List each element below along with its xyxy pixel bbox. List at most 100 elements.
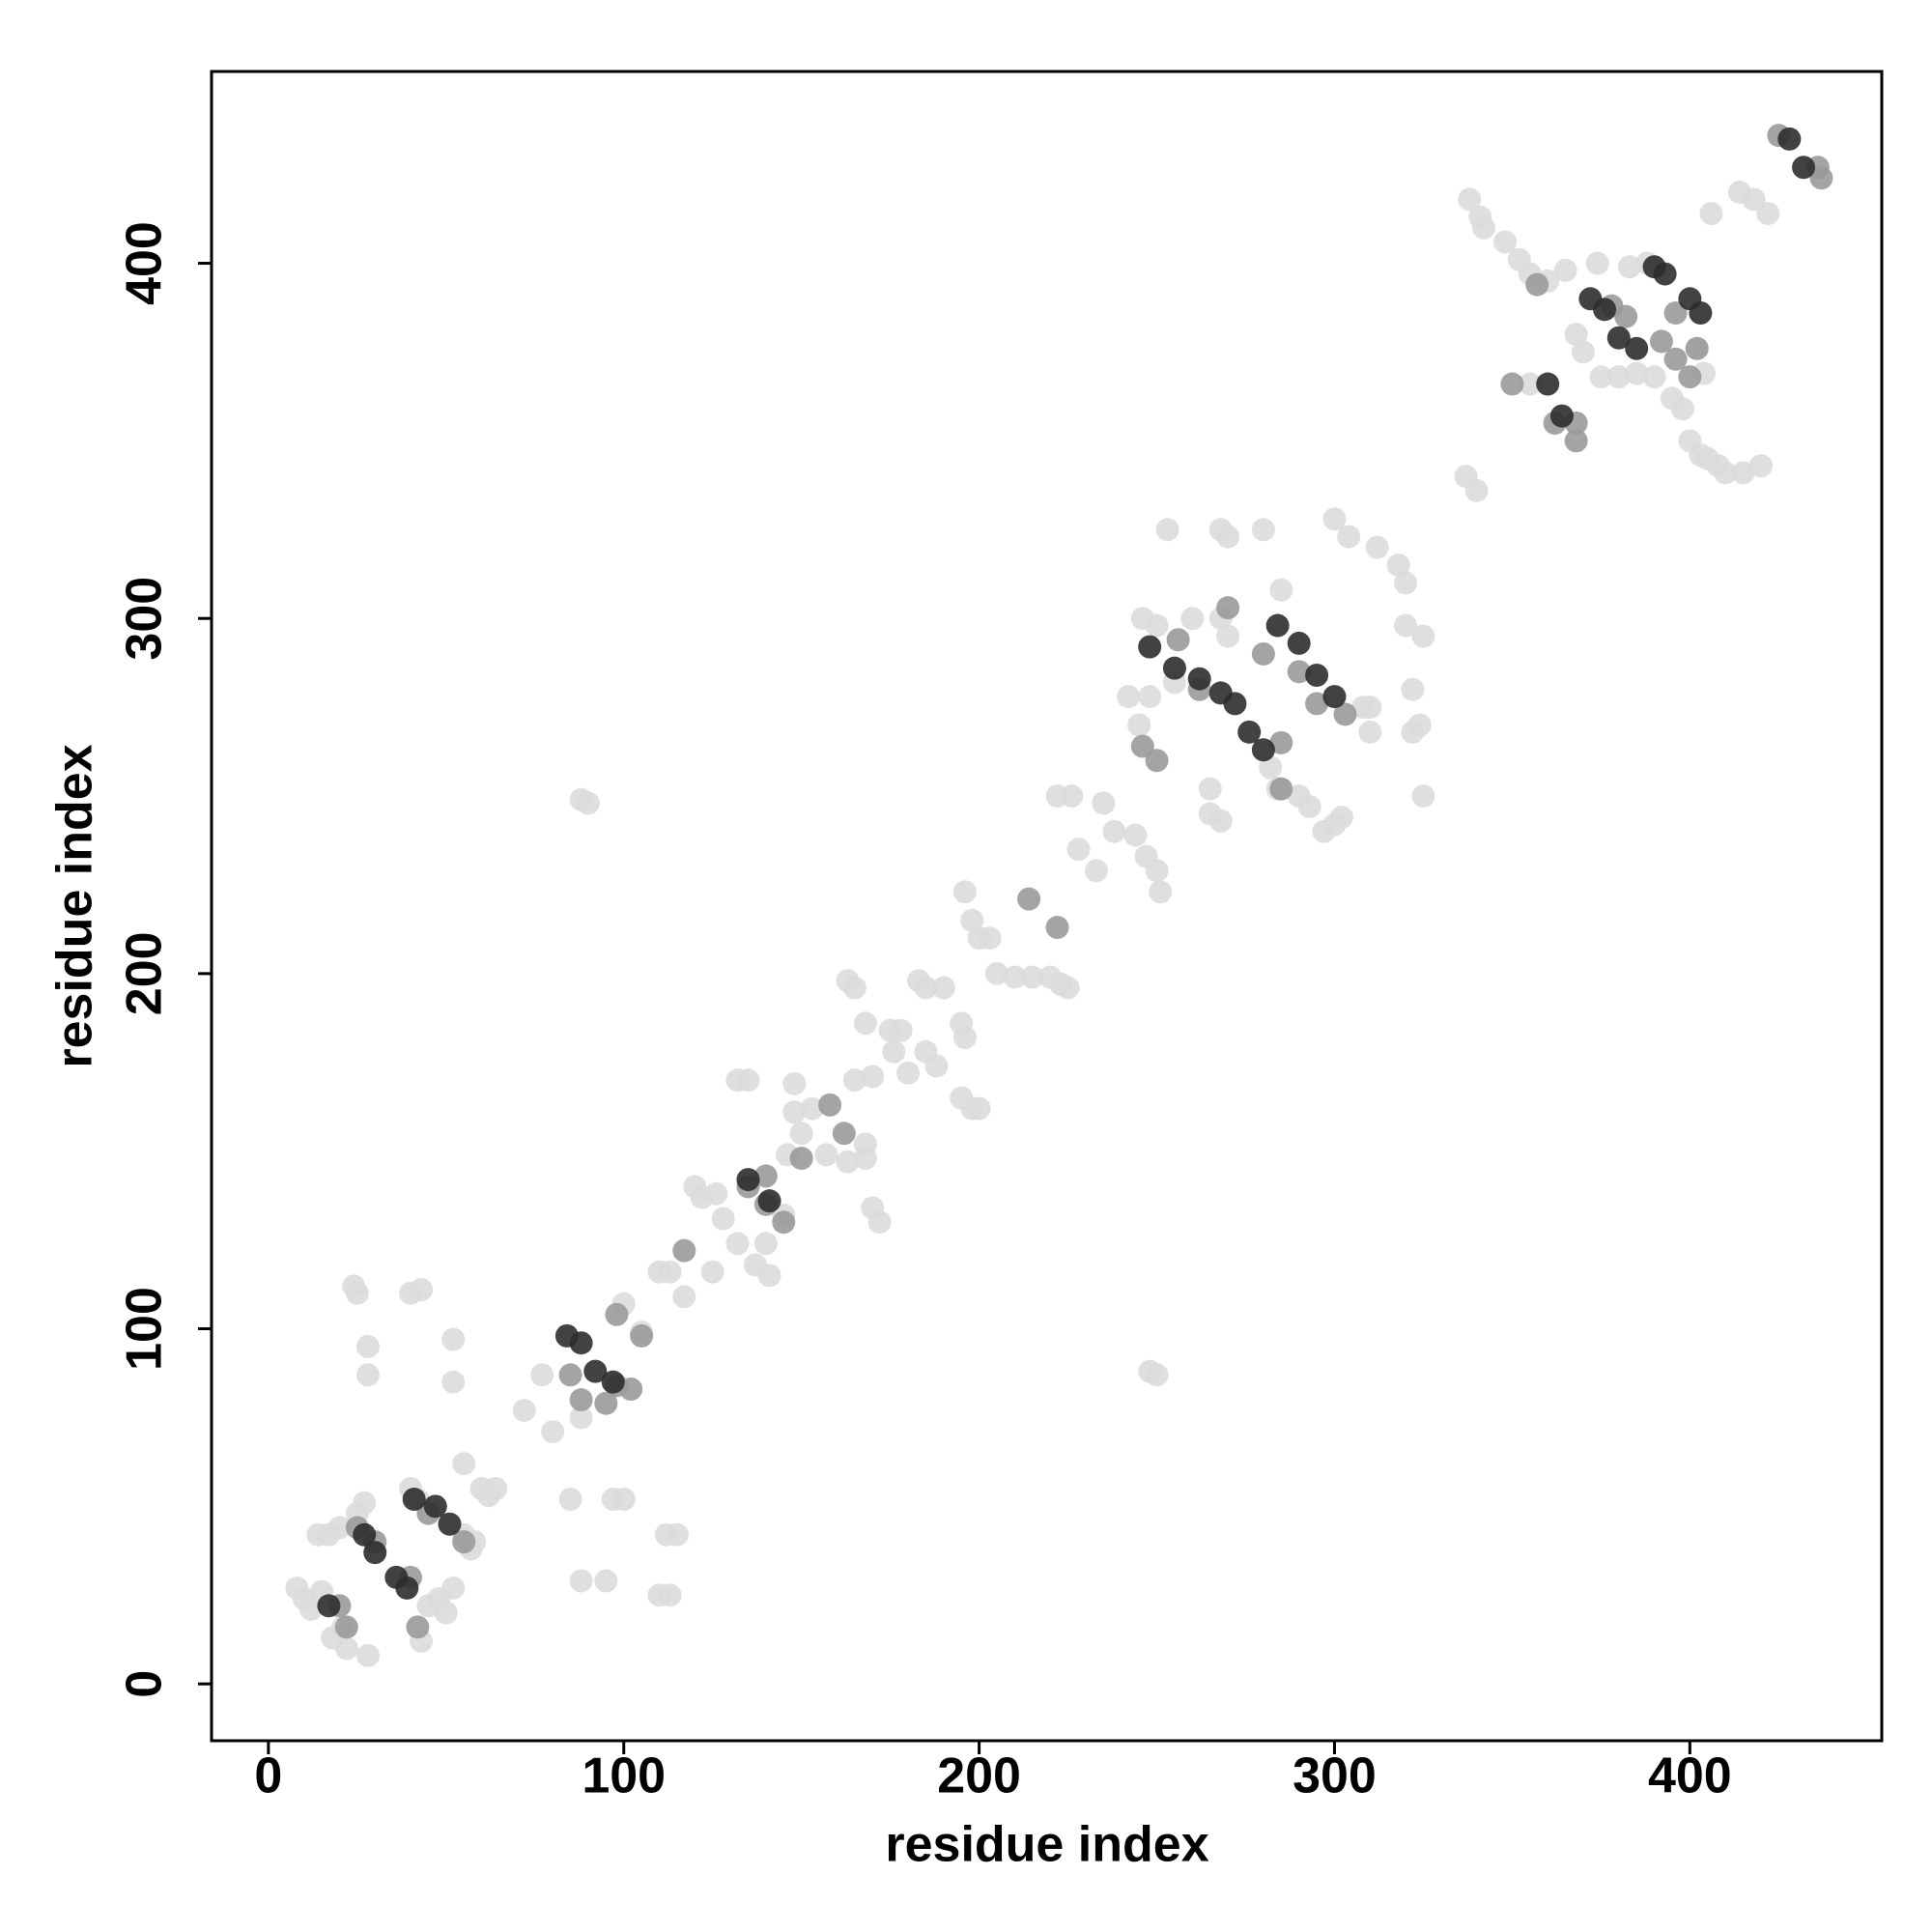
- point: [1322, 507, 1347, 531]
- point: [611, 1487, 636, 1511]
- point: [334, 1615, 358, 1639]
- point: [484, 1476, 508, 1500]
- point: [842, 976, 867, 1000]
- point: [1305, 664, 1329, 688]
- point: [1138, 635, 1162, 659]
- point: [317, 1594, 341, 1618]
- point: [619, 1378, 643, 1402]
- point: [1742, 187, 1766, 212]
- point: [1216, 525, 1240, 549]
- point: [753, 1164, 778, 1188]
- point: [1699, 202, 1723, 226]
- point: [1297, 795, 1321, 819]
- point: [861, 1065, 885, 1089]
- point: [789, 1122, 813, 1146]
- point: [1464, 478, 1489, 502]
- point: [1748, 454, 1773, 478]
- point: [978, 926, 1002, 951]
- x-tick-label: 400: [1648, 1748, 1732, 1804]
- point: [1407, 713, 1432, 737]
- point: [1251, 641, 1275, 666]
- point: [853, 1011, 877, 1036]
- point: [1198, 777, 1222, 801]
- point: [558, 1487, 582, 1511]
- point: [1003, 965, 1027, 989]
- point: [836, 1150, 860, 1174]
- point: [594, 1569, 618, 1593]
- point: [782, 1100, 807, 1124]
- point: [1642, 365, 1666, 389]
- x-tick-label: 300: [1293, 1748, 1377, 1804]
- point: [1216, 596, 1240, 620]
- point: [782, 1071, 807, 1095]
- point: [334, 1636, 358, 1661]
- point: [700, 1260, 724, 1284]
- point: [1020, 965, 1044, 989]
- point: [931, 976, 955, 1000]
- point: [1155, 518, 1179, 542]
- point: [452, 1452, 476, 1476]
- point: [711, 1207, 735, 1231]
- point: [1269, 777, 1293, 801]
- point: [1358, 696, 1382, 720]
- point: [1322, 685, 1347, 709]
- point: [672, 1238, 696, 1263]
- point: [924, 1054, 949, 1078]
- point: [1223, 692, 1247, 716]
- point: [353, 1522, 377, 1547]
- point: [882, 1039, 906, 1064]
- point: [1471, 215, 1495, 240]
- point: [395, 1576, 419, 1600]
- point: [558, 1363, 582, 1387]
- point: [1333, 702, 1357, 726]
- point: [1265, 613, 1290, 638]
- point: [1394, 613, 1418, 638]
- plot-frame: [210, 70, 1884, 1743]
- point: [345, 1281, 369, 1305]
- point: [1145, 613, 1169, 638]
- point: [1553, 258, 1577, 282]
- point: [658, 1260, 682, 1284]
- point: [1525, 272, 1549, 297]
- point: [1216, 624, 1240, 648]
- point: [1614, 304, 1638, 328]
- point: [1056, 976, 1080, 1000]
- point: [1269, 730, 1293, 754]
- point: [772, 1210, 796, 1235]
- point: [1145, 1363, 1169, 1387]
- x-tick-label: 0: [254, 1748, 282, 1804]
- point: [757, 1264, 781, 1288]
- point: [569, 1406, 593, 1430]
- point: [583, 1359, 608, 1383]
- point: [1731, 461, 1755, 485]
- point: [601, 1370, 625, 1394]
- point: [789, 1147, 813, 1171]
- point: [1149, 880, 1173, 904]
- x-tick-label: 200: [937, 1748, 1021, 1804]
- point: [1777, 127, 1802, 151]
- point: [1714, 461, 1738, 485]
- point: [896, 1061, 921, 1085]
- y-tick-label: 0: [117, 1670, 173, 1698]
- point: [1162, 656, 1186, 680]
- point: [441, 1370, 466, 1394]
- point: [984, 961, 1009, 985]
- point: [452, 1530, 476, 1554]
- point: [1549, 404, 1574, 428]
- point: [1102, 819, 1126, 843]
- point: [1670, 397, 1694, 421]
- point: [569, 1331, 593, 1355]
- point: [569, 1388, 593, 1412]
- point: [658, 1583, 682, 1607]
- y-tick-label: 200: [117, 931, 173, 1015]
- point: [967, 1096, 991, 1121]
- point: [530, 1363, 554, 1387]
- point: [355, 1363, 380, 1387]
- point: [1208, 809, 1233, 833]
- point: [1187, 667, 1211, 691]
- point: [757, 1189, 781, 1213]
- point: [1123, 823, 1148, 847]
- x-axis-title: residue index: [885, 1817, 1208, 1873]
- point: [1809, 166, 1833, 190]
